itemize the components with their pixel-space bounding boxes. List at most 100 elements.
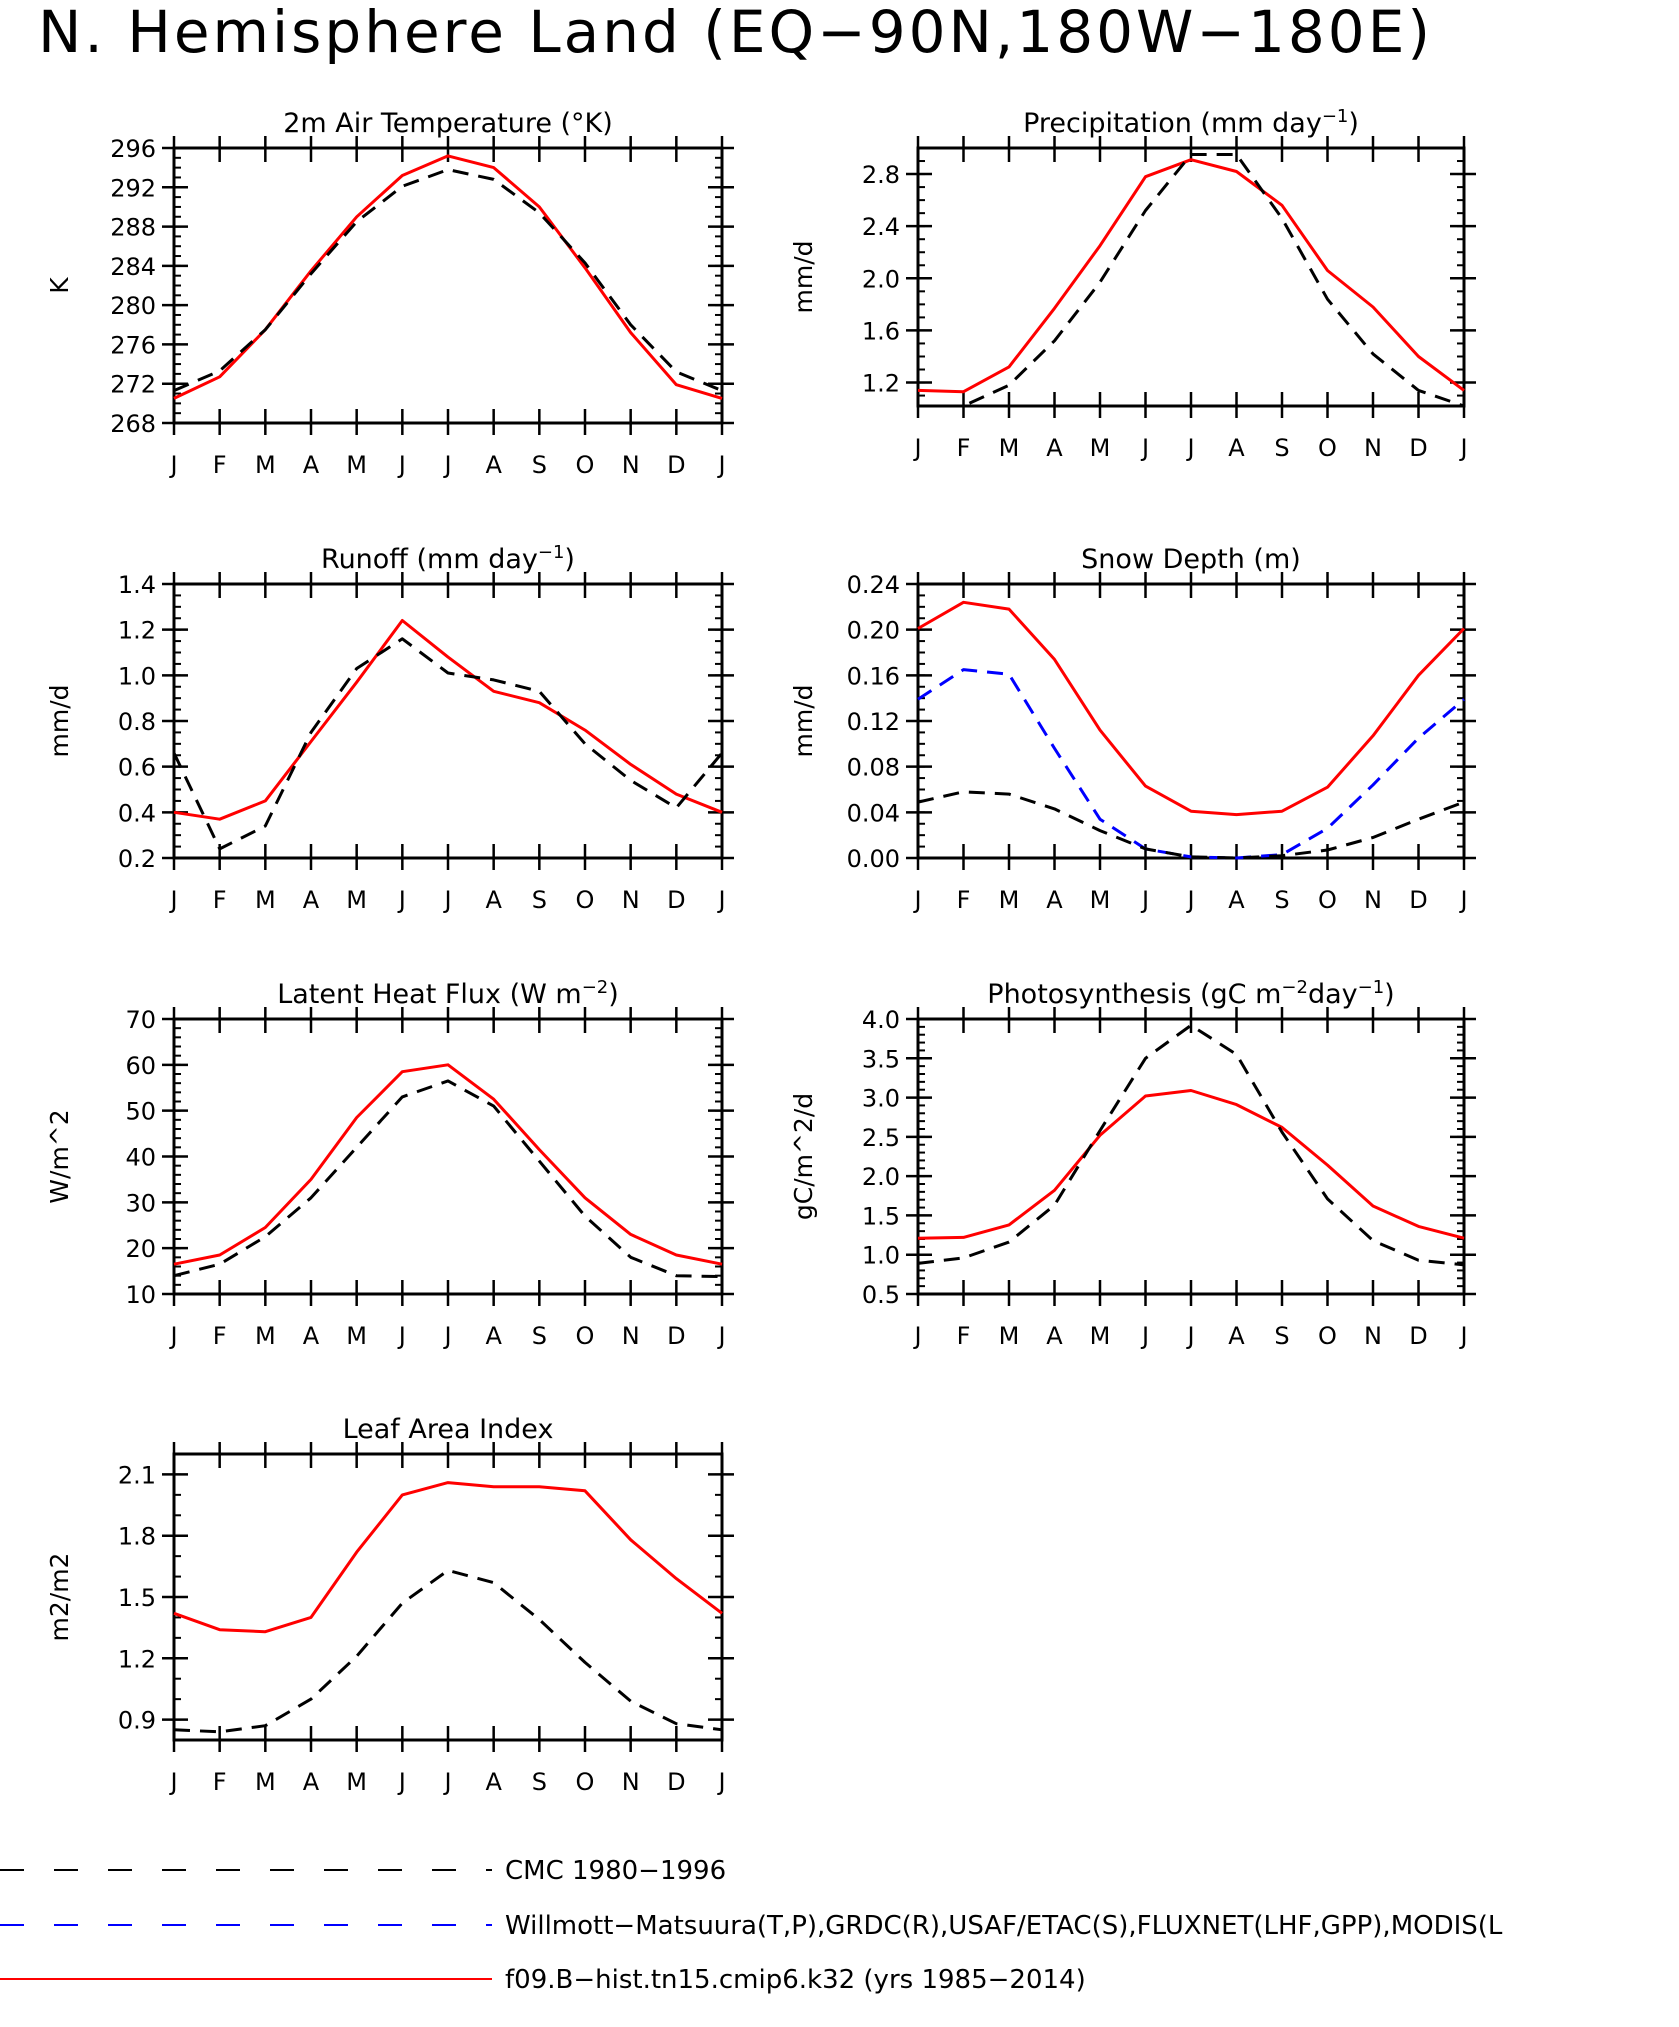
x-tick-label: M [1090,886,1111,914]
x-tick-label: S [1274,1322,1289,1350]
x-tick-label: S [532,1322,547,1350]
x-tick-label: M [1090,1322,1111,1350]
y-axis-label: W/m^2 [45,1109,74,1203]
x-tick-label: J [168,451,177,479]
x-tick-label: M [999,434,1020,462]
x-tick-label: O [576,886,595,914]
plot-frame [172,1017,724,1296]
x-tick-label: A [1046,1322,1063,1350]
y-tick-label: 0.00 [847,845,900,873]
y-tick-label: 0.12 [847,708,900,736]
legend-label: CMC 1980−1996 [505,1856,726,1886]
x-tick-label: J [442,451,451,479]
series-line-model [173,1063,723,1266]
y-tick-label: 280 [110,292,156,320]
x-tick-label: J [1458,1322,1467,1350]
x-tick-label: J [168,1322,177,1350]
y-tick-label: 288 [110,214,156,242]
page-title: N. Hemisphere Land (EQ−90N,180W−180E) [38,0,1433,66]
y-tick-label: 268 [110,410,156,438]
x-tick-label: A [303,1768,320,1796]
x-tick-label: M [255,1768,276,1796]
y-tick-label: 3.0 [862,1085,900,1113]
x-tick-label: N [1364,434,1382,462]
y-tick-label: 1.2 [118,617,156,645]
series-line-obs_black [172,637,724,851]
x-tick-label: F [957,1322,971,1350]
x-tick-label: F [957,434,971,462]
y-tick-label: 0.08 [847,754,900,782]
chart-panel-latent-heat-flux-w-m: Latent Heat Flux (W m−2) 10 20 30 40 50 60 70 J F… [45,977,734,1350]
y-tick-label: 0.9 [118,1707,156,1735]
x-tick-label: J [397,886,406,914]
x-tick-label: J [168,1768,177,1796]
x-tick-label: D [1409,1322,1427,1350]
x-tick-label: F [213,451,227,479]
x-tick-label: N [622,451,640,479]
chart-panels: 2m Air Temperature (°K) 268 272 276 280 284 28… [45,106,1476,1796]
x-tick-label: A [485,1768,502,1796]
x-tick-label: A [485,451,502,479]
x-tick-label: F [957,886,971,914]
y-tick-label: 70 [125,1006,156,1034]
x-tick-label: J [1185,886,1194,914]
x-tick-label: J [1185,434,1194,462]
y-tick-label: 50 [125,1098,156,1126]
y-axis-label: m2/m2 [45,1553,74,1642]
legend-label: f09.B−hist.tn15.cmip6.k32 (yrs 1985−2014… [505,1965,1086,1995]
x-tick-label: D [667,886,685,914]
x-tick-label: S [1274,886,1289,914]
x-tick-label: J [1140,434,1149,462]
legend-entry: CMC 1980−1996 [0,1856,726,1886]
y-axis-label: mm/d [45,685,74,758]
panel-title: Latent Heat Flux (W m−2) [277,977,619,1010]
y-tick-label: 0.04 [847,799,900,827]
x-tick-label: J [912,1322,921,1350]
chart-panel-precipitation-mm-day: Precipitation (mm day−1) 1.2 1.6 2.0 2.4 2.8 J… [789,106,1476,462]
series-line-model [173,619,723,821]
legend-entry: f09.B−hist.tn15.cmip6.k32 (yrs 1985−2014… [0,1965,1086,1995]
x-tick-label: M [346,886,367,914]
y-axis-label: mm/d [789,685,818,758]
x-tick-label: A [1046,886,1063,914]
y-tick-label: 2.1 [118,1461,156,1489]
x-tick-label: J [442,1322,451,1350]
x-tick-label: N [1364,1322,1382,1350]
y-tick-label: 1.5 [118,1584,156,1612]
y-tick-label: 2.5 [862,1124,900,1152]
y-tick-label: 276 [110,331,156,359]
x-tick-label: M [346,1322,367,1350]
x-tick-label: O [576,451,595,479]
x-tick-label: D [667,451,685,479]
x-tick-label: A [303,1322,320,1350]
y-tick-label: 0.20 [847,617,900,645]
x-tick-label: J [716,1322,725,1350]
panel-title: Photosynthesis (gC m−2day−1) [987,977,1394,1010]
y-tick-label: 284 [110,253,156,281]
y-tick-label: 292 [110,174,156,202]
y-tick-label: 3.5 [862,1045,900,1073]
x-tick-label: S [532,1768,547,1796]
chart-panel-runoff-mm-day: Runoff (mm day−1) 0.2 0.4 0.6 0.8 1.0 1.2 1.4 J F… [45,542,734,914]
y-tick-label: 1.0 [862,1242,900,1270]
x-tick-label: J [168,886,177,914]
x-tick-label: J [716,451,725,479]
series-line-obs_black [918,153,1465,408]
y-tick-label: 0.5 [862,1281,900,1309]
series-line-model [173,154,723,400]
y-tick-label: 2.0 [862,1163,900,1191]
panel-title: Runoff (mm day−1) [321,542,575,575]
x-tick-label: J [1140,1322,1149,1350]
x-tick-label: J [1185,1322,1194,1350]
x-tick-label: A [1228,886,1245,914]
y-tick-label: 0.6 [118,754,156,782]
x-tick-label: J [397,1322,406,1350]
y-tick-label: 0.8 [118,708,156,736]
x-tick-label: O [1318,1322,1337,1350]
y-axis-label: gC/m^2/d [789,1093,818,1220]
panel-title: Snow Depth (m) [1081,544,1301,575]
series-line-obs_black [173,1568,723,1734]
x-tick-label: M [346,1768,367,1796]
plot-frame [916,582,1466,860]
